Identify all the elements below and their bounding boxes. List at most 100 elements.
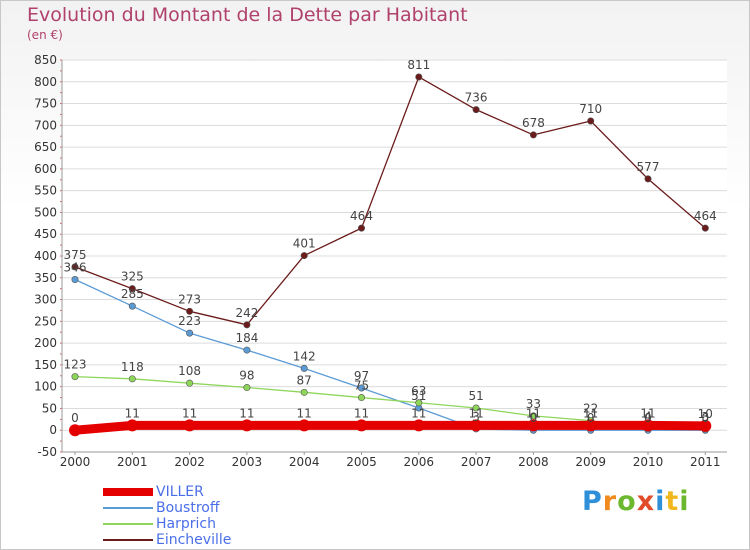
data-point-viller xyxy=(642,419,654,432)
y-tick-label: 750 xyxy=(34,97,57,111)
series-line-eincheville xyxy=(74,76,706,326)
data-point-harprich xyxy=(529,412,537,420)
data-point-eincheville xyxy=(128,285,136,293)
data-label-viller: 11 xyxy=(583,406,598,420)
data-label-boustroff: 285 xyxy=(121,287,144,301)
data-label-harprich: 108 xyxy=(178,364,201,378)
logo-letter: r xyxy=(602,486,618,517)
y-tick-label: 500 xyxy=(34,205,57,219)
y-tick-label: 600 xyxy=(34,162,57,176)
logo-letter: P xyxy=(582,486,603,517)
legend-label: Boustroff xyxy=(156,500,220,516)
data-label-eincheville: 273 xyxy=(178,292,201,306)
data-label-harprich: 51 xyxy=(468,389,483,403)
data-point-eincheville xyxy=(701,224,709,232)
data-point-boustroff xyxy=(300,364,308,372)
data-point-viller xyxy=(584,419,597,432)
data-point-eincheville xyxy=(300,252,308,260)
data-label-harprich: 33 xyxy=(526,397,541,411)
data-point-boustroff xyxy=(186,329,194,337)
data-point-harprich xyxy=(128,375,136,383)
data-label-harprich: 98 xyxy=(239,369,254,383)
data-point-harprich xyxy=(357,394,365,402)
data-label-viller: 11 xyxy=(354,406,369,420)
y-tick-label: 300 xyxy=(34,293,57,307)
data-label-viller: 11 xyxy=(468,406,483,420)
y-tick-label: 250 xyxy=(34,314,57,328)
data-point-eincheville xyxy=(357,224,365,232)
data-label-eincheville: 464 xyxy=(694,209,717,223)
data-label-viller: 11 xyxy=(239,406,254,420)
data-point-viller xyxy=(183,419,196,432)
data-label-harprich: 75 xyxy=(354,379,369,393)
data-point-eincheville xyxy=(587,117,595,125)
data-label-eincheville: 242 xyxy=(235,306,258,320)
data-point-viller xyxy=(470,419,483,432)
data-point-harprich xyxy=(415,399,423,407)
legend-item-eincheville: Eincheville xyxy=(103,532,231,548)
data-point-viller xyxy=(355,419,368,432)
x-tick-label: 2007 xyxy=(461,455,492,469)
data-label-boustroff: 346 xyxy=(64,261,87,275)
y-tick-label: 650 xyxy=(34,140,57,154)
data-point-boustroff xyxy=(243,346,251,354)
data-label-harprich: 87 xyxy=(297,373,312,387)
data-label-boustroff: 0 xyxy=(587,411,595,425)
x-tick-label: 2010 xyxy=(633,455,664,469)
y-tick-label: 50 xyxy=(42,401,57,415)
data-label-harprich: 22 xyxy=(583,402,598,416)
data-label-eincheville: 736 xyxy=(465,91,488,105)
data-point-harprich xyxy=(71,373,79,381)
data-point-harprich xyxy=(300,388,308,396)
data-point-viller xyxy=(699,419,712,432)
data-point-eincheville xyxy=(644,175,652,183)
y-tick-label: 450 xyxy=(34,227,57,241)
logo-letter: i xyxy=(655,486,666,517)
data-point-harprich xyxy=(472,404,480,412)
logo-letter: i xyxy=(679,486,690,517)
legend-swatch xyxy=(103,539,153,541)
data-point-viller xyxy=(412,419,425,432)
data-label-boustroff: 0 xyxy=(530,411,538,425)
data-label-boustroff: 223 xyxy=(178,314,201,328)
x-tick-label: 2004 xyxy=(289,455,320,469)
data-label-boustroff: 0 xyxy=(701,411,709,425)
legend-item-boustroff: Boustroff xyxy=(103,500,231,516)
data-label-viller: 11 xyxy=(526,406,541,420)
legend-label: Harprich xyxy=(156,516,216,532)
legend-swatch xyxy=(103,507,153,509)
data-label-eincheville: 710 xyxy=(579,102,602,116)
y-tick-label: 100 xyxy=(34,380,57,394)
logo-letter: t xyxy=(665,486,680,517)
data-label-harprich: 118 xyxy=(121,360,144,374)
data-label-boustroff: 51 xyxy=(411,389,426,403)
data-label-eincheville: 464 xyxy=(350,209,373,223)
data-point-viller xyxy=(126,419,139,432)
proxiti-logo: Proxiti xyxy=(582,486,690,517)
data-point-eincheville xyxy=(71,263,79,271)
y-tick-label: 800 xyxy=(34,75,57,89)
data-point-harprich xyxy=(243,384,251,392)
data-point-eincheville xyxy=(415,73,423,81)
x-tick-label: 2008 xyxy=(518,455,549,469)
data-point-harprich xyxy=(186,379,194,387)
legend-label: VILLER xyxy=(156,484,204,500)
data-label-boustroff: 97 xyxy=(354,369,369,383)
legend-swatch xyxy=(103,488,153,496)
logo-letter: x xyxy=(636,486,656,517)
x-tick-label: 2000 xyxy=(60,455,91,469)
x-tick-label: 2002 xyxy=(174,455,205,469)
y-tick-label: 150 xyxy=(34,358,57,372)
series-line-boustroff xyxy=(74,278,706,431)
data-label-harprich: 3 xyxy=(701,410,709,424)
y-tick-label: 550 xyxy=(34,184,57,198)
data-label-eincheville: 325 xyxy=(121,270,144,284)
legend-item-harprich: Harprich xyxy=(103,516,231,532)
series-line-viller xyxy=(74,420,706,435)
data-point-eincheville xyxy=(186,307,194,315)
x-tick-label: 2009 xyxy=(575,455,606,469)
data-point-boustroff xyxy=(357,384,365,392)
data-point-boustroff xyxy=(128,302,136,310)
x-tick-label: 2006 xyxy=(404,455,435,469)
data-label-eincheville: 811 xyxy=(407,58,430,72)
